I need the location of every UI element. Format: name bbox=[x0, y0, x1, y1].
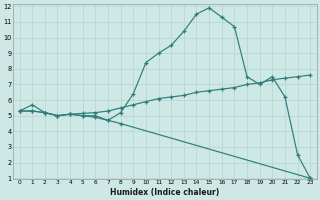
X-axis label: Humidex (Indice chaleur): Humidex (Indice chaleur) bbox=[110, 188, 220, 197]
